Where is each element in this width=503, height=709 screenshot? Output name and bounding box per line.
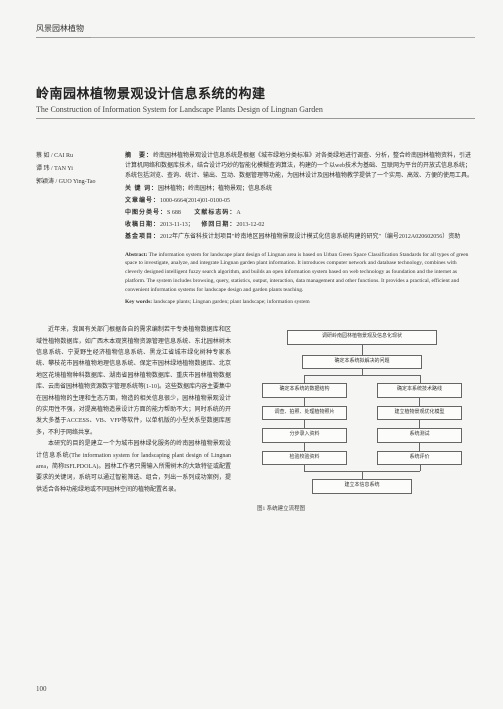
fc-merge (262, 465, 462, 479)
fc-box-5r: 系统测试 (377, 428, 462, 443)
fund-label: 基金项目： (125, 234, 160, 240)
revised-date: 2013-12-02 (236, 222, 264, 228)
keywords-en-text: landscape plants; Lingnan garden; plant … (153, 299, 309, 305)
fc-box-5l: 分步录入资料 (262, 428, 347, 443)
flowchart-caption: 图1 系统建立流程图 (257, 504, 475, 512)
flowchart: 调研岭南园林植物景观及信息化现状 确定本系统拟解决的问题 确定本系统的数据结构 … (262, 330, 462, 494)
author-1: 蔡 如 / CAI Ru (36, 151, 111, 162)
title-chinese: 岭南园林植物景观设计信息系统的构建 (36, 83, 475, 102)
keywords-label: 关 键 词： (125, 186, 158, 192)
received-label: 收稿日期： (125, 222, 160, 228)
fc-box-3r: 确定本系统技术路线 (377, 383, 462, 398)
flowchart-area: 调研岭南园林植物景观及信息化现状 确定本系统拟解决的问题 确定本系统的数据结构 … (249, 325, 475, 512)
fc-box-6l: 检验校验资料 (262, 451, 347, 466)
abstract-label: 摘 要： (125, 153, 153, 159)
fc-box-4r: 建立植物景观优化模型 (377, 406, 462, 421)
page-number: 100 (36, 685, 47, 693)
paragraph-1: 近年来，我国有关部门根据各自的需求编制若干专类植物数据库和区域性植物数据库，如广… (36, 325, 231, 439)
doc-code-label: 文献标志码： (194, 210, 236, 216)
fc-box-6r: 系统评价 (377, 451, 462, 466)
fc-box-2: 确定本系统拟解决的问题 (302, 355, 422, 370)
paragraph-2: 本研究的目的是建立一个为城市园林绿化服务的岭南园林植物景观设计信息系统(The … (36, 439, 231, 496)
abstract-en-text: The information system for landscape pla… (125, 252, 468, 293)
revised-label: 修回日期： (201, 222, 236, 228)
keywords-text: 园林植物；岭南园林；植物景观；信息系统 (158, 186, 272, 192)
header-category: 风景园林植物 (36, 23, 91, 38)
fund-text: 2012年广东省科技计划项目"岭南地区园林植物景观设计模式化信息系统构建的研究"… (160, 234, 460, 240)
abstract-text: 岭南园林植物景观设计信息系统是根据《城市绿地分类标准》对各类绿地进行调查、分析，… (125, 153, 473, 179)
body-text: 近年来，我国有关部门根据各自的需求编制若干专类植物数据库和区域性植物数据库，如广… (36, 325, 231, 512)
abstract-english: Abstract: The information system for lan… (125, 251, 475, 308)
abstract-block: 摘 要：岭南园林植物景观设计信息系统是根据《城市绿地分类标准》对各类绿地进行调查… (125, 151, 475, 307)
author-3: 郭颖涛 / GUO Ying-Tao (36, 177, 111, 188)
classification: S 688 (167, 210, 181, 216)
received-date: 2013-11-13； (160, 222, 194, 228)
title-english: The Construction of Information System f… (36, 105, 475, 119)
fc-box-7: 建立本信息系统 (312, 479, 412, 494)
fc-box-4l: 调查、拍照、处理植物照片 (262, 406, 347, 421)
title-block: 岭南园林植物景观设计信息系统的构建 The Construction of In… (36, 83, 475, 119)
header-divider (36, 37, 475, 38)
author-2: 谭 玮 / TAN Yi (36, 164, 111, 175)
abstract-en-label: Abstract: (125, 252, 147, 258)
fc-box-3l: 确定本系统的数据结构 (262, 383, 347, 398)
keywords-en-label: Key words: (125, 299, 152, 305)
article-id-label: 文章编号： (125, 198, 160, 204)
author-list: 蔡 如 / CAI Ru 谭 玮 / TAN Yi 郭颖涛 / GUO Ying… (36, 151, 111, 307)
classification-label: 中图分类号： (125, 210, 167, 216)
fc-box-1: 调研岭南园林植物景观及信息化现状 (287, 330, 437, 345)
fc-branch (262, 369, 462, 383)
doc-code: A (236, 210, 240, 216)
fc-connector (362, 345, 363, 355)
article-id: 1000-6664(2014)01-0100-05 (160, 198, 230, 204)
